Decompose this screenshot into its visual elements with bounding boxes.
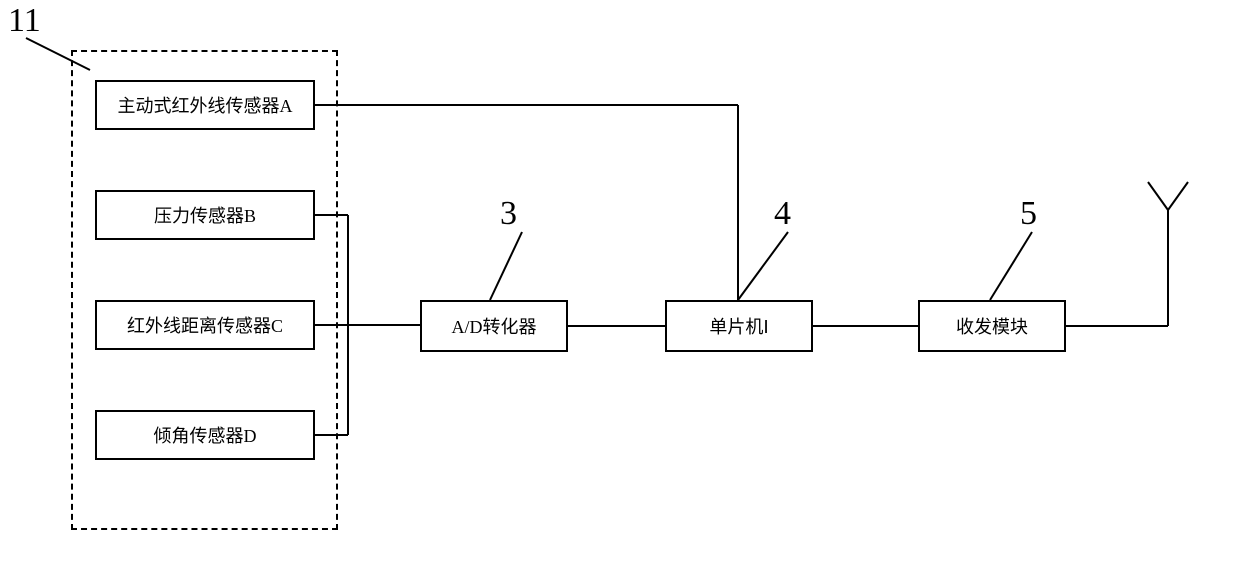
callout-4: 4 bbox=[774, 195, 791, 233]
sensor-c-box: 红外线距离传感器C bbox=[95, 300, 315, 350]
sensor-a-label: 主动式红外线传感器A bbox=[118, 92, 293, 118]
sensor-d-label: 倾角传感器D bbox=[154, 422, 257, 448]
group-label-11: 11 bbox=[8, 2, 41, 40]
ad-converter-box: A/D转化器 bbox=[420, 300, 568, 352]
mcu-box: 单片机Ⅰ bbox=[665, 300, 813, 352]
sensor-a-box: 主动式红外线传感器A bbox=[95, 80, 315, 130]
callout-5: 5 bbox=[1020, 195, 1037, 233]
sensor-d-box: 倾角传感器D bbox=[95, 410, 315, 460]
mcu-label: 单片机Ⅰ bbox=[709, 313, 768, 339]
txrx-box: 收发模块 bbox=[918, 300, 1066, 352]
sensor-c-label: 红外线距离传感器C bbox=[127, 312, 283, 338]
ad-converter-label: A/D转化器 bbox=[452, 313, 537, 339]
sensor-b-box: 压力传感器B bbox=[95, 190, 315, 240]
txrx-label: 收发模块 bbox=[956, 313, 1028, 339]
callout-3: 3 bbox=[500, 195, 517, 233]
sensor-b-label: 压力传感器B bbox=[154, 202, 256, 228]
